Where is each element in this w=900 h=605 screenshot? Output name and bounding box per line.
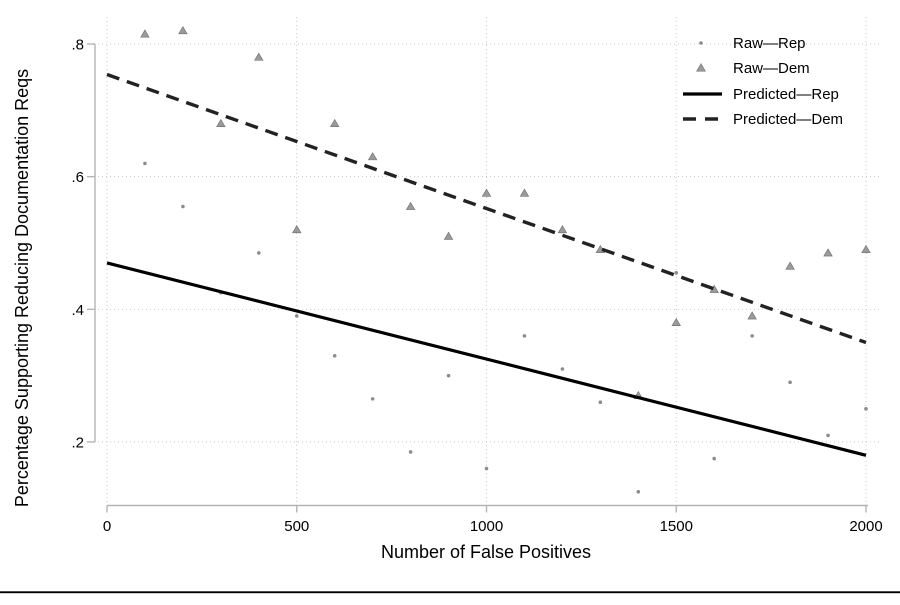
raw-dem-point <box>405 201 416 210</box>
raw-dem-point <box>443 231 454 240</box>
raw-rep-point <box>143 161 147 166</box>
axis-lines <box>87 43 868 513</box>
raw-rep-point <box>257 251 261 255</box>
y-tick-label: .6 <box>71 169 84 186</box>
legend-label-raw-dem: Raw—Dem <box>733 60 810 77</box>
x-tick-labels: 0 500 1000 1500 2000 <box>103 518 883 535</box>
raw-rep-point <box>788 380 792 385</box>
legend: Raw—Rep Raw—Dem Predicted—Rep Predicted—… <box>683 35 843 128</box>
raw-rep-point <box>674 271 679 275</box>
x-axis-title: Number of False Positives <box>381 542 591 562</box>
raw-rep-point <box>484 466 489 471</box>
raw-rep-point <box>294 314 299 318</box>
legend-label-predicted-rep: Predicted—Rep <box>733 86 839 103</box>
raw-dem-point <box>519 188 530 197</box>
legend-dot-marker-icon <box>699 41 703 45</box>
raw-dem-point <box>216 118 226 127</box>
y-tick-label: .4 <box>71 302 84 319</box>
raw-dem-point <box>140 29 150 38</box>
x-tick-label: 2000 <box>849 518 882 535</box>
raw-rep-point <box>598 400 603 404</box>
raw-rep-point <box>636 489 641 494</box>
y-tick-label: .2 <box>71 434 84 451</box>
raw-rep-point <box>522 334 527 338</box>
raw-dem-point <box>292 225 302 234</box>
legend-label-predicted-dem: Predicted—Dem <box>733 111 843 128</box>
y-tick-labels: .2 .4 .6 .8 <box>71 37 84 452</box>
legend-triangle-marker-icon <box>696 63 706 72</box>
predicted-rep-line <box>106 261 867 457</box>
raw-rep-point <box>370 397 375 401</box>
raw-dem-point <box>329 118 340 127</box>
raw-rep-point <box>864 407 868 411</box>
raw-dem-point <box>254 52 264 61</box>
raw-dem-points <box>140 26 871 399</box>
raw-dem-point <box>557 225 568 234</box>
raw-dem-point <box>747 311 757 320</box>
predicted-lines <box>106 72 867 457</box>
raw-rep-point <box>332 353 337 358</box>
raw-rep-point <box>408 450 413 454</box>
x-tick-label: 1000 <box>470 518 503 535</box>
raw-rep-point <box>826 433 830 438</box>
x-tick-label: 1500 <box>660 518 693 535</box>
legend-label-raw-rep: Raw—Rep <box>733 35 806 52</box>
raw-rep-points <box>143 161 868 494</box>
raw-dem-point <box>481 188 492 197</box>
y-axis-title: Percentage Supporting Reducing Documenta… <box>12 69 32 507</box>
y-tick-label: .8 <box>71 37 84 54</box>
raw-dem-point <box>785 261 795 270</box>
raw-rep-point <box>712 456 716 461</box>
raw-rep-point <box>750 334 754 338</box>
figure-bottom-rule <box>0 591 900 594</box>
raw-dem-point <box>823 248 833 257</box>
predicted-dem-line <box>106 72 867 345</box>
raw-rep-point <box>446 373 451 378</box>
raw-dem-point <box>178 26 188 35</box>
x-tick-label: 500 <box>284 518 309 535</box>
x-tick-label: 0 <box>103 518 111 535</box>
gridlines <box>98 17 879 506</box>
raw-rep-point <box>181 204 185 209</box>
raw-dem-point <box>861 244 871 254</box>
raw-dem-point <box>367 152 378 161</box>
raw-rep-point <box>560 367 565 371</box>
raw-dem-point <box>671 317 681 326</box>
